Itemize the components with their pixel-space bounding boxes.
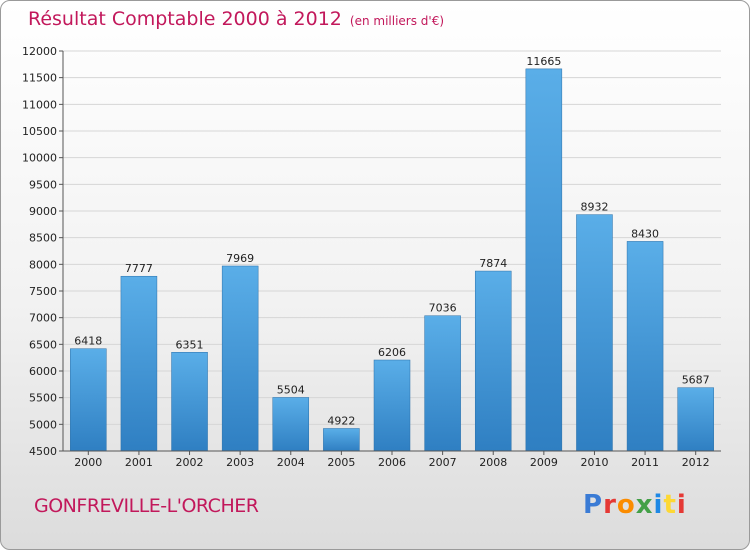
- logo-letter: i: [676, 490, 687, 520]
- logo-letter: o: [616, 490, 636, 520]
- value-label: 8932: [580, 201, 608, 214]
- bar-2004: [272, 397, 310, 452]
- value-label: 7969: [226, 252, 254, 265]
- value-label: 6351: [176, 338, 204, 351]
- axes: 4500 5000 5500 6000 6500 7000 7500 8000 8500 9000…: [22, 45, 721, 469]
- logo-letter: i: [653, 490, 664, 520]
- y-tick-label: 4500: [29, 445, 57, 458]
- bar-2011: [626, 241, 664, 452]
- y-tick-label: 9000: [29, 205, 57, 218]
- value-label: 4922: [327, 414, 355, 427]
- y-tick-label: 11500: [22, 72, 57, 85]
- x-tick-label: 2007: [429, 456, 457, 469]
- bar-2003: [221, 265, 259, 452]
- value-label: 7777: [125, 262, 153, 275]
- bar-2010: [576, 214, 613, 452]
- value-label: 7036: [429, 302, 457, 315]
- logo-letter: t: [663, 490, 677, 520]
- bar-2009: [525, 68, 563, 452]
- x-tick-label: 2011: [631, 456, 659, 469]
- bar-2005: [323, 428, 360, 452]
- x-tick-label: 2001: [125, 456, 153, 469]
- x-tick-label: 2009: [530, 456, 558, 469]
- x-tick-label: 2002: [176, 456, 204, 469]
- y-tick-label: 5000: [29, 418, 57, 431]
- chart-subtitle: (en milliers d'€): [349, 14, 445, 28]
- chart-title: Résultat Comptable 2000 à 2012 (en millie…: [28, 8, 444, 30]
- x-tick-label: 2010: [580, 456, 608, 469]
- x-tick-label: 2004: [277, 456, 305, 469]
- bar-2001: [120, 275, 158, 452]
- title-text: Résultat Comptable 2000 à 2012: [28, 8, 342, 30]
- value-label: 6206: [378, 346, 406, 359]
- x-tick-label: 2012: [682, 456, 710, 469]
- value-label: 11665: [526, 55, 561, 68]
- logo-letter: P: [583, 490, 604, 520]
- city-name: GONFREVILLE-L'ORCHER: [34, 495, 259, 517]
- y-tick-label: 10500: [22, 125, 57, 138]
- y-tick-label: 12000: [22, 45, 57, 58]
- y-tick-label: 9500: [29, 178, 57, 191]
- y-tick-label: 7500: [29, 285, 57, 298]
- bar-2002: [171, 352, 208, 452]
- x-tick-label: 2006: [378, 456, 406, 469]
- bar-2008: [474, 270, 512, 452]
- y-tick-label: 7000: [29, 312, 57, 325]
- x-tick-label: 2005: [327, 456, 355, 469]
- y-tick-label: 5500: [29, 392, 57, 405]
- bar-2007: [424, 315, 461, 452]
- bar-2000: [70, 348, 107, 452]
- value-label: 7874: [479, 257, 507, 270]
- y-tick-label: 6500: [29, 338, 57, 351]
- y-tick-label: 8500: [29, 232, 57, 245]
- value-label: 8430: [631, 227, 659, 240]
- proxiti-logo: Proxiti: [583, 490, 687, 520]
- bar-2006: [373, 359, 411, 452]
- y-tick-label: 11000: [22, 98, 57, 111]
- value-label: 5504: [277, 383, 305, 396]
- logo-letter: r: [603, 490, 617, 520]
- value-label: 5687: [682, 374, 710, 387]
- value-label: 6418: [74, 335, 102, 348]
- bars: 6418 7777 6351 7969 5504 4922 6206 7036 7874 1166…: [70, 55, 714, 452]
- y-tick-label: 6000: [29, 365, 57, 378]
- y-tick-label: 10000: [22, 152, 57, 165]
- x-tick-label: 2008: [479, 456, 507, 469]
- bar-2012: [677, 387, 714, 452]
- x-tick-label: 2000: [74, 456, 102, 469]
- y-tick-label: 8000: [29, 258, 57, 271]
- logo-letter: x: [635, 490, 654, 520]
- x-tick-label: 2003: [226, 456, 254, 469]
